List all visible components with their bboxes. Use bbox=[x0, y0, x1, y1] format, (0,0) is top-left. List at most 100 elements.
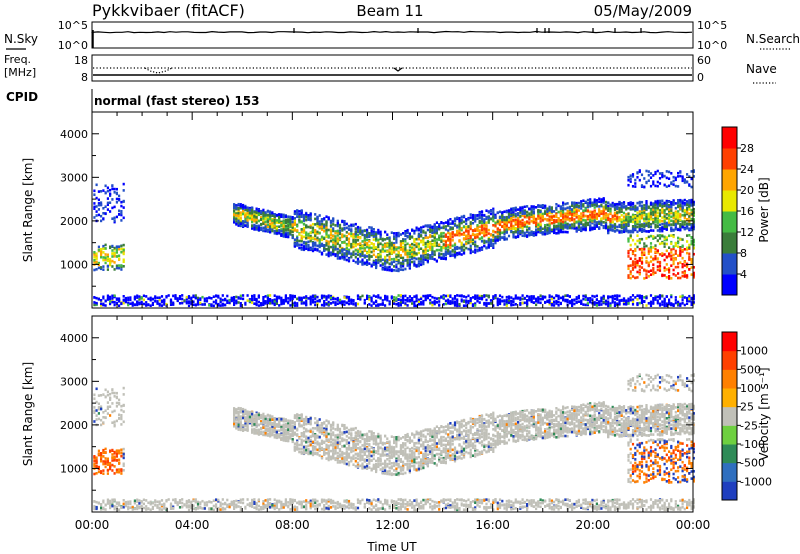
scatter-cell bbox=[242, 220, 245, 223]
scatter-cell bbox=[562, 207, 565, 210]
scatter-cell bbox=[210, 303, 213, 306]
scatter-cell bbox=[368, 303, 371, 306]
scatter-cell bbox=[521, 212, 524, 215]
scatter-cell bbox=[462, 251, 466, 255]
scatter-cell bbox=[93, 260, 96, 263]
scatter-cell bbox=[514, 206, 517, 210]
scatter-cell bbox=[640, 205, 644, 208]
scatter-cell bbox=[122, 265, 125, 268]
scatter-cell bbox=[426, 243, 429, 246]
scatter-cell bbox=[156, 301, 159, 305]
scatter-cell bbox=[620, 218, 623, 221]
scatter-cell bbox=[100, 253, 103, 257]
scatter-cell bbox=[492, 219, 495, 223]
scatter-cell bbox=[302, 226, 306, 230]
freq-tick-bottom: 8 bbox=[81, 71, 88, 84]
scatter-cell bbox=[408, 249, 411, 252]
scatter-cell bbox=[147, 297, 150, 301]
scatter-cell bbox=[325, 227, 328, 231]
scatter-cell bbox=[397, 260, 400, 264]
scatter-cell bbox=[262, 298, 265, 301]
scatter-cell bbox=[548, 211, 551, 215]
scatter-cell bbox=[314, 303, 317, 307]
scatter-cell bbox=[366, 263, 369, 266]
scatter-cell bbox=[122, 295, 125, 298]
scatter-cell bbox=[122, 189, 125, 192]
scatter-cell bbox=[244, 301, 247, 305]
scatter-cell bbox=[199, 297, 202, 300]
scatter-cell bbox=[226, 301, 229, 304]
scatter-cell bbox=[246, 294, 249, 297]
scatter-cell bbox=[629, 229, 632, 233]
scatter-cell bbox=[649, 234, 653, 238]
scatter-cell bbox=[530, 220, 533, 223]
scatter-cell bbox=[363, 243, 366, 247]
scatter-cell bbox=[627, 175, 630, 179]
scatter-cell bbox=[287, 231, 290, 235]
scatter-cell bbox=[395, 248, 398, 251]
scatter-cell bbox=[187, 295, 191, 298]
scatter-cell bbox=[514, 294, 517, 297]
scatter-cell bbox=[248, 208, 251, 211]
scatter-cell bbox=[442, 231, 445, 235]
scatter-cell bbox=[210, 297, 213, 300]
scatter-cell bbox=[309, 239, 312, 243]
scatter-cell bbox=[654, 210, 657, 214]
scatter-cell bbox=[406, 251, 409, 255]
scatter-cell bbox=[95, 196, 98, 200]
scatter-cell bbox=[113, 220, 116, 224]
scatter-cell bbox=[568, 206, 571, 209]
scatter-cell bbox=[251, 227, 254, 230]
scatter-cell bbox=[334, 235, 337, 238]
scatter-cell bbox=[571, 213, 574, 216]
scatter-cell bbox=[291, 230, 294, 234]
scatter-cell bbox=[559, 213, 562, 217]
scatter-cell bbox=[264, 228, 267, 231]
scatter-cell bbox=[595, 221, 598, 225]
scatter-cell bbox=[503, 210, 506, 213]
scatter-cell bbox=[386, 266, 389, 270]
scatter-cell bbox=[235, 218, 238, 221]
scatter-cell bbox=[629, 219, 632, 222]
scatter-cell bbox=[442, 243, 445, 246]
scatter-cell bbox=[97, 203, 100, 207]
scatter-cell bbox=[307, 297, 310, 300]
scatter-cell bbox=[471, 250, 475, 253]
scatter-cell bbox=[417, 234, 420, 238]
scatter-cell bbox=[582, 303, 585, 306]
scatter-cell bbox=[113, 246, 116, 250]
scatter-cell bbox=[449, 295, 452, 298]
scatter-cell bbox=[399, 256, 402, 259]
scatter-cell bbox=[379, 264, 382, 267]
scatter-cell bbox=[467, 217, 470, 221]
scatter-cell bbox=[338, 236, 342, 240]
scatter-cell bbox=[546, 226, 549, 230]
scatter-cell bbox=[289, 299, 292, 302]
scatter-cell bbox=[359, 260, 362, 264]
scatter-cell bbox=[289, 225, 292, 229]
scatter-cell bbox=[102, 247, 105, 250]
scatter-cell bbox=[122, 206, 125, 209]
scatter-cell bbox=[309, 237, 312, 241]
scatter-cell bbox=[397, 251, 400, 255]
scatter-cell bbox=[296, 215, 299, 218]
scatter-cell bbox=[251, 211, 254, 214]
scatter-cell bbox=[442, 222, 445, 225]
scatter-cell bbox=[314, 248, 317, 252]
scatter-cell bbox=[305, 295, 308, 298]
scatter-cell bbox=[375, 295, 378, 298]
scatter-cell bbox=[239, 304, 242, 308]
scatter-cell bbox=[589, 300, 592, 304]
scatter-cell bbox=[399, 265, 402, 268]
scatter-cell bbox=[562, 296, 565, 299]
scatter-cell bbox=[190, 297, 193, 301]
scatter-cell bbox=[305, 231, 308, 234]
scatter-cell bbox=[354, 302, 357, 305]
scatter-cell bbox=[627, 178, 630, 182]
scatter-cell bbox=[447, 294, 450, 298]
scatter-cell bbox=[307, 216, 310, 220]
scatter-cell bbox=[420, 234, 423, 238]
scatter-cell bbox=[345, 222, 348, 226]
scatter-cell bbox=[528, 298, 531, 302]
scatter-cell bbox=[352, 223, 355, 227]
